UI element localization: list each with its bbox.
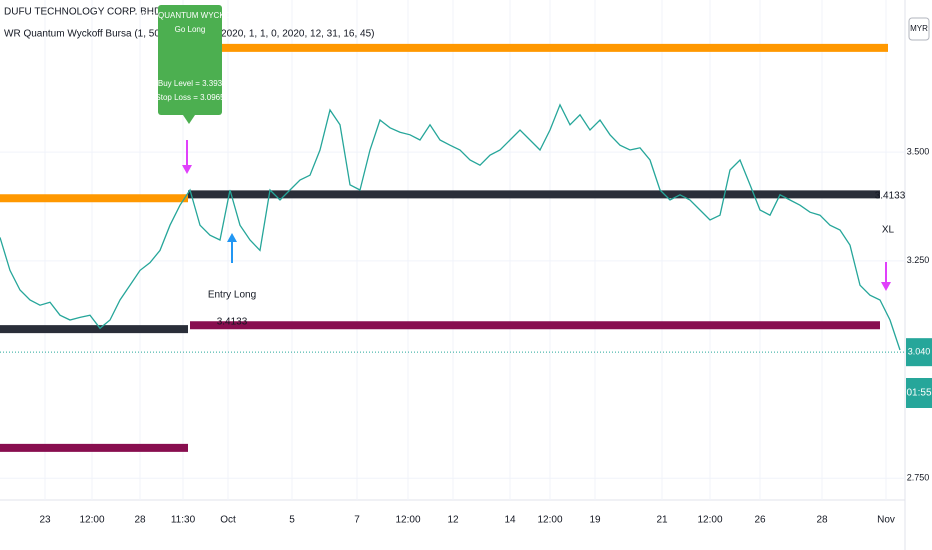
x-tick-label: 28 (816, 515, 828, 526)
signal-line: Stop Loss = 3.0965 (155, 93, 225, 102)
x-tick-label: 21 (656, 515, 668, 526)
arrow-head (881, 282, 891, 291)
y-tick-label: 3.500 (907, 147, 930, 157)
x-tick-label: 12:00 (395, 515, 420, 526)
y-tick-label: 2.750 (907, 473, 930, 483)
plot (0, 103, 905, 353)
x-tick-label: Nov (877, 515, 895, 526)
currency: MYR (910, 24, 928, 33)
entry-label: Entry Long (208, 290, 256, 301)
axes: 3.500 3.250 2.750 23 12:00 28 11:30 Oct 5 7 12:00 1… (39, 147, 932, 526)
x-tick-label: 28 (134, 515, 146, 526)
signal-line: Buy Level = 3.393 (158, 79, 223, 88)
signal-line: Go Long (175, 25, 206, 34)
x-tick-label: 12:00 (697, 515, 722, 526)
signal-box (158, 5, 222, 115)
arrow-head (227, 233, 237, 242)
signal-text: *WR QUANTUM WYCKOFF Go Long Buy Level = 3.… (139, 11, 240, 102)
y-tick-label: 3.250 (907, 255, 930, 265)
x-tick-label: 5 (289, 515, 295, 526)
entry-price: 3.4133 (217, 317, 248, 328)
levels (0, 43, 888, 452)
arrow-head (182, 165, 192, 174)
x-tick-label: 7 (354, 515, 360, 526)
signal-pointer (183, 115, 195, 124)
x-tick-label: 12:00 (79, 515, 104, 526)
x-tick-label: 23 (39, 515, 51, 526)
price-line (0, 103, 901, 351)
exit-price: 3.4133 (875, 191, 906, 202)
x-tick-label: Oct (220, 515, 236, 526)
x-tick-label: 11:30 (171, 515, 196, 526)
chart-title: DUFU TECHNOLOGY CORP. BHD, 5, MYX (4, 7, 200, 18)
x-tick-label: 19 (589, 515, 601, 526)
x-tick-label: 12 (447, 515, 459, 526)
x-tick-label: 12:00 (537, 515, 562, 526)
x-tick-label: 14 (504, 515, 516, 526)
countdown-box (906, 378, 932, 408)
currency-box[interactable] (908, 17, 930, 41)
countdown: 01:55 (906, 388, 931, 399)
x-tick-label: 26 (754, 515, 766, 526)
last-price-box (906, 338, 932, 367)
signal-line: *WR QUANTUM WYCKOFF (139, 11, 240, 20)
last-price-label: 3.040 (908, 347, 931, 357)
exit-label: XL (882, 225, 895, 236)
